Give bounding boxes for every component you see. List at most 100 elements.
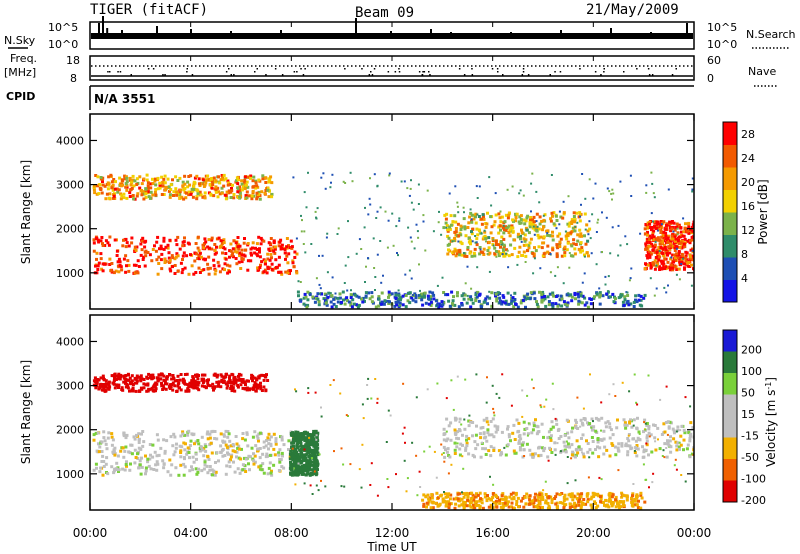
power-cell	[542, 252, 546, 256]
velocity-cell	[376, 397, 379, 400]
velocity-cell	[582, 498, 586, 501]
power-cell	[176, 235, 180, 239]
power-cell	[176, 269, 180, 273]
velocity-cell	[137, 441, 141, 444]
velocity-cell	[188, 381, 192, 385]
power-cell	[159, 244, 163, 248]
velocity-cell	[559, 435, 563, 438]
velocity-cell	[438, 494, 442, 498]
power-cell	[491, 237, 495, 240]
power-cell	[613, 295, 616, 299]
velocity-cell	[688, 439, 692, 443]
velocity-cell	[298, 460, 302, 464]
velocity-cell	[295, 390, 298, 393]
velocity-cell	[95, 466, 98, 470]
velocity-cell	[620, 444, 624, 448]
velocity-cell	[139, 472, 143, 476]
power-cell	[644, 223, 648, 226]
velocity-cell	[592, 495, 596, 498]
velocity-cell	[570, 492, 574, 496]
power-cell	[181, 258, 184, 261]
power-cell	[465, 255, 469, 258]
velocity-cell	[492, 446, 496, 450]
power-cell	[266, 186, 270, 190]
power-cell	[412, 208, 415, 211]
velocity-cell	[475, 424, 478, 428]
velocity-cell	[458, 421, 461, 424]
velocity-cell	[642, 450, 646, 454]
velocity-cell	[503, 446, 506, 449]
power-cell	[474, 215, 477, 219]
velocity-cell	[460, 503, 464, 507]
velocity-cell	[539, 497, 543, 501]
power-cell	[691, 188, 694, 191]
velocity-cell	[292, 457, 296, 461]
velocity-cell	[565, 440, 568, 443]
velocity-cell	[516, 496, 520, 500]
velocity-cell	[611, 433, 615, 437]
power-cell	[246, 268, 250, 272]
power-cell	[535, 229, 539, 232]
velocity-cell	[110, 374, 114, 378]
velocity-cell	[149, 467, 153, 471]
power-cell	[280, 243, 284, 247]
velocity-cell	[467, 437, 471, 441]
velocity-cell	[115, 383, 119, 387]
velocity-cell	[463, 500, 467, 504]
velocity-cell	[571, 450, 575, 454]
velocity-cell	[495, 505, 499, 509]
power-cell	[256, 266, 260, 270]
velocity-cell	[617, 469, 620, 472]
velocity-cell	[163, 451, 167, 455]
velocity-cell	[568, 445, 572, 449]
velocity-cell	[648, 435, 651, 438]
velocity-cell	[562, 499, 566, 503]
power-cell	[197, 177, 201, 181]
power-cell	[626, 243, 629, 246]
power-cell	[133, 179, 137, 183]
power-cell	[214, 269, 218, 273]
nave-tick-bottom: 0	[707, 72, 714, 85]
power-cell	[224, 177, 228, 181]
power-cell	[191, 189, 195, 193]
power-cell	[583, 296, 587, 300]
power-cell	[285, 245, 289, 249]
power-cell	[302, 296, 306, 300]
velocity-cell	[645, 436, 649, 440]
power-cell	[196, 246, 200, 250]
velocity-cell	[557, 437, 561, 440]
power-cell	[250, 253, 253, 257]
power-cell	[676, 245, 680, 249]
velocity-cell	[645, 422, 649, 425]
power-cell	[163, 257, 167, 261]
velocity-cell	[206, 381, 210, 385]
velocity-cell	[442, 433, 446, 436]
power-cell	[96, 264, 100, 268]
power-cell	[187, 175, 191, 178]
power-cell	[280, 272, 284, 276]
velocity-colorbar-swatch	[723, 416, 737, 438]
power-cell	[675, 252, 679, 256]
power-cell	[429, 295, 433, 299]
power-cell	[516, 305, 520, 309]
power-cell	[453, 214, 457, 218]
power-cell	[197, 249, 201, 253]
power-cell	[552, 211, 556, 215]
power-cell	[181, 184, 185, 188]
power-cell	[181, 244, 185, 248]
power-cell	[254, 181, 258, 185]
velocity-cell	[571, 426, 574, 430]
power-cell	[372, 237, 375, 240]
power-cell	[330, 181, 332, 184]
velocity-cell	[255, 434, 259, 438]
power-cell	[502, 224, 505, 227]
power-cell	[249, 176, 253, 180]
power-cell	[460, 294, 464, 298]
velocity-cell	[519, 437, 523, 441]
power-cell	[542, 225, 545, 229]
power-cell	[592, 296, 596, 300]
velocity-cell	[543, 405, 546, 408]
velocity-cell	[535, 432, 539, 436]
power-cell	[646, 256, 650, 260]
velocity-cell	[219, 373, 223, 377]
